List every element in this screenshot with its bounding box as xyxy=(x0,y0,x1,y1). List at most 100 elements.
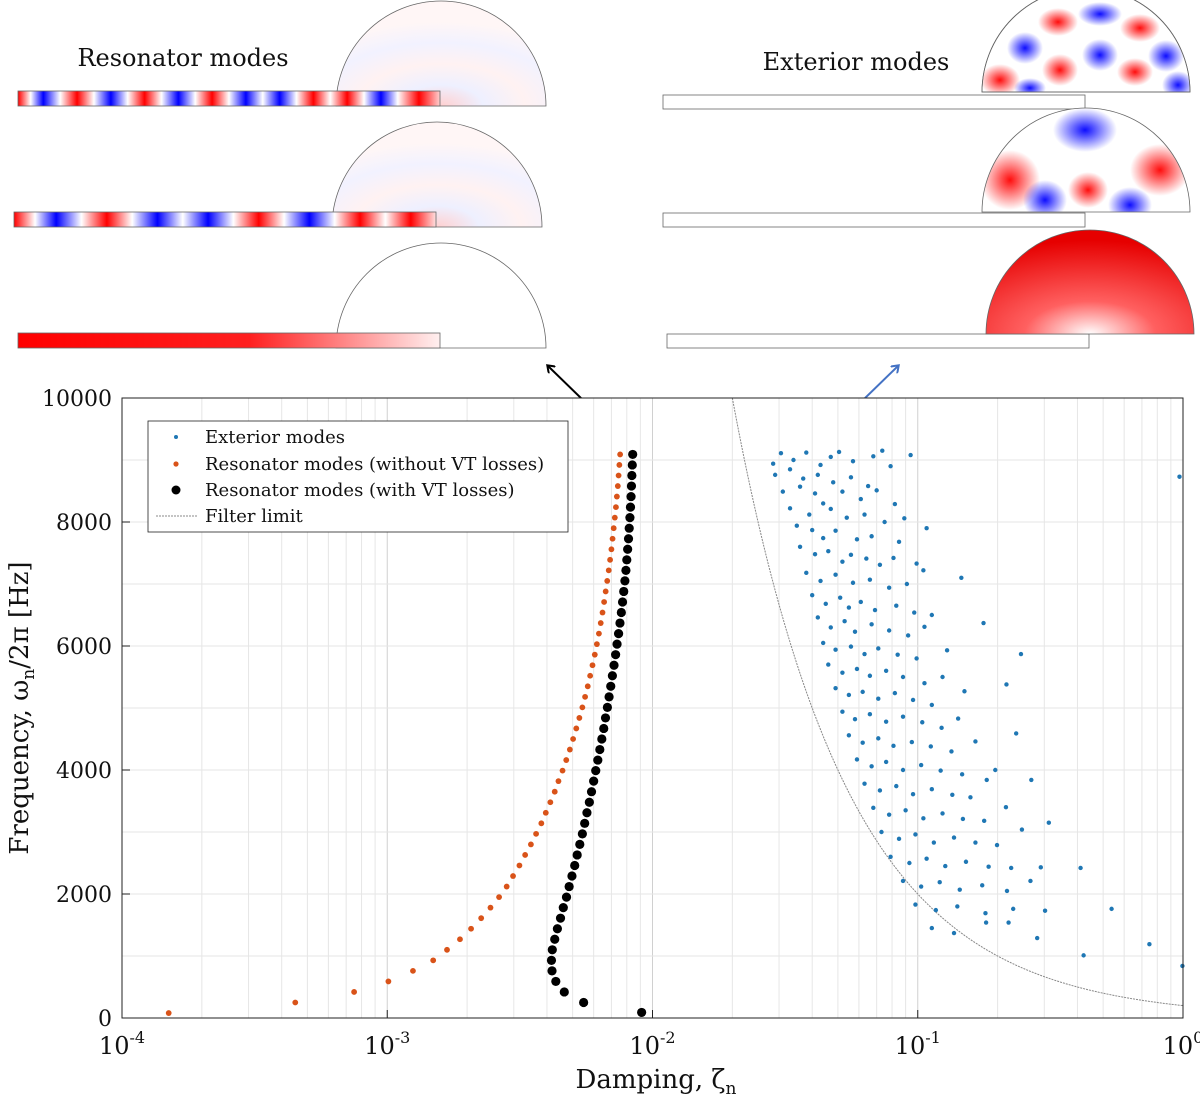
exterior-mode-point xyxy=(951,835,957,840)
resonator-no-vt-point xyxy=(559,767,566,774)
resonator-vt-point xyxy=(561,892,572,902)
exterior-mode-point xyxy=(939,725,944,731)
y-tick-label: 6000 xyxy=(56,635,112,660)
resonator-vt-point xyxy=(612,639,622,649)
exterior-mode-point xyxy=(876,736,881,741)
exterior-mode-point xyxy=(922,624,927,629)
exterior-mode-point xyxy=(886,812,892,817)
resonator-no-vt-point xyxy=(607,556,613,563)
exterior-mode-point xyxy=(780,489,786,494)
exterior-mode-point xyxy=(865,483,871,489)
exterior-mode-point xyxy=(912,610,917,615)
exterior-mode-point xyxy=(891,743,896,749)
exterior-mode-point xyxy=(867,577,873,582)
exterior-mode-point xyxy=(1038,865,1043,870)
y-tick-label: 8000 xyxy=(56,511,112,536)
exterior-mode-point xyxy=(931,840,937,845)
exterior-mode-point xyxy=(850,580,856,585)
legend-label-resonator-no-vt: Resonator modes (without VT losses) xyxy=(205,454,544,475)
exterior-mode-point xyxy=(842,619,847,624)
resonator-vt-point xyxy=(619,586,629,597)
resonator-no-vt-point xyxy=(563,757,570,763)
exterior-mode-point xyxy=(963,859,969,864)
legend-marker-exterior xyxy=(174,435,178,439)
resonator-no-vt-point xyxy=(555,778,562,785)
resonator-no-vt-point xyxy=(165,1010,172,1016)
exterior-mode-point xyxy=(854,666,860,672)
exterior-mode-point xyxy=(869,764,874,769)
exterior-mode-point xyxy=(1177,474,1182,479)
resonator-no-vt-point xyxy=(597,620,604,626)
resonator-no-vt-point xyxy=(589,662,596,669)
resonator-no-vt-point xyxy=(410,967,416,974)
resonator-no-vt-point xyxy=(602,588,609,595)
resonator-no-vt-point xyxy=(604,578,611,584)
resonator-vt-point xyxy=(564,881,574,892)
exterior-mode-point xyxy=(850,459,856,464)
exterior-mode-point xyxy=(973,739,978,744)
exterior-mode-point xyxy=(801,476,806,481)
resonator-vt-point xyxy=(616,607,626,618)
exterior-modes-title: Exterior modes xyxy=(763,48,950,76)
exterior-mode-point xyxy=(867,712,873,717)
exterior-mode-point xyxy=(872,607,878,613)
resonator-vt-point xyxy=(606,681,616,691)
exterior-mode-point xyxy=(937,880,942,885)
exterior-mode-point xyxy=(933,907,939,913)
exterior-mode-point xyxy=(770,461,776,466)
exterior-mode-point xyxy=(794,523,800,528)
resonator-vt-point xyxy=(551,976,561,987)
exterior-mode-point xyxy=(886,628,892,633)
resonator-vt-point xyxy=(559,987,569,997)
exterior-mode-point xyxy=(848,475,854,480)
exterior-mode-point xyxy=(959,575,964,580)
x-axis-ticks: 10-4 10-3 10-2 10-1 100 xyxy=(99,1010,1200,1060)
exterior-mode-point xyxy=(804,570,809,576)
resonator-vt-point xyxy=(547,966,557,976)
resonator-no-vt-point xyxy=(478,915,485,922)
legend-item-exterior: Exterior modes xyxy=(174,427,345,448)
resonator-vt-point xyxy=(604,692,614,702)
exterior-mode-point xyxy=(840,709,845,714)
exterior-mode-point xyxy=(1180,963,1185,969)
resonator-mode-3-tube xyxy=(17,332,441,349)
exterior-mode-point xyxy=(910,697,916,703)
exterior-mode-point xyxy=(913,832,918,837)
resonator-vt-point xyxy=(637,1007,647,1018)
exterior-mode-point xyxy=(921,568,926,573)
resonator-no-vt-point xyxy=(510,873,516,879)
exterior-mode-point xyxy=(957,887,962,892)
resonator-vt-point xyxy=(580,818,590,828)
exterior-mode-point xyxy=(888,854,893,859)
exterior-mode-point xyxy=(983,920,989,925)
resonator-vt-point xyxy=(599,723,609,734)
resonator-vt-point xyxy=(611,650,621,660)
legend: Exterior modes Resonator modes (without … xyxy=(147,420,569,533)
exterior-mode-point xyxy=(820,535,826,541)
resonator-mode-1-tube xyxy=(17,90,441,107)
resonator-modes-title: Resonator modes xyxy=(77,44,288,72)
exterior-mode-point xyxy=(848,552,854,558)
resonator-no-vt-point xyxy=(430,957,437,964)
exterior-mode-point xyxy=(830,480,836,485)
exterior-mode-point xyxy=(1042,908,1048,913)
exterior-mode-point xyxy=(1004,682,1009,687)
exterior-mode-point xyxy=(871,805,876,811)
exterior-mode-point xyxy=(1013,731,1019,736)
resonator-vt-point xyxy=(613,629,624,639)
resonator-no-vt-point xyxy=(614,483,621,489)
exterior-mode-point xyxy=(959,772,965,777)
exterior-mode-2-tube xyxy=(662,212,1086,228)
resonator-mode-2-tube xyxy=(13,211,437,228)
exterior-mode-point xyxy=(869,534,874,539)
resonator-vt-point xyxy=(625,513,635,523)
exterior-mode-point xyxy=(840,489,845,494)
resonator-mode-1-radiation-hemisphere xyxy=(335,0,547,107)
exterior-mode-point xyxy=(879,829,884,835)
exterior-mode-point xyxy=(840,670,845,675)
exterior-mode-point xyxy=(904,581,910,587)
exterior-mode-point xyxy=(826,662,831,667)
exterior-mode-point xyxy=(862,651,867,657)
resonator-no-vt-point xyxy=(468,925,474,932)
resonator-no-vt-point xyxy=(584,683,591,690)
